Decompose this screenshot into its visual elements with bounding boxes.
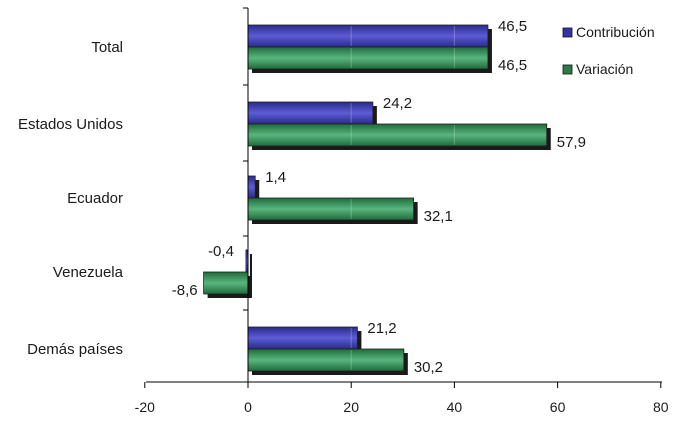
legend-label-contribucion: Contribución (576, 24, 655, 40)
bar-variacion-1 (247, 123, 548, 147)
x-tick-label: -20 (135, 399, 155, 415)
x-tick-label: 60 (550, 399, 566, 415)
x-tick-label: 40 (447, 399, 463, 415)
bar-contribucion-2 (247, 175, 256, 199)
bar-contribucion-4 (247, 326, 358, 350)
category-label: Demás países (27, 341, 123, 358)
data-label-contribucion-0: 46,5 (498, 18, 527, 35)
x-tick-label: 80 (653, 399, 669, 415)
category-label: Total (91, 39, 123, 56)
data-label-variacion-0: 46,5 (498, 57, 527, 74)
data-label-variacion-3: -8,6 (172, 282, 198, 299)
bar-variacion-3 (203, 271, 249, 295)
data-label-variacion-2: 32,1 (424, 208, 453, 225)
bar-contribucion-1 (247, 101, 374, 125)
bar-variacion-2 (247, 197, 415, 221)
legend-swatch-contribucion (562, 27, 573, 38)
data-label-contribucion-1: 24,2 (383, 95, 412, 112)
category-label: Venezuela (53, 264, 124, 281)
data-label-variacion-1: 57,9 (557, 134, 586, 151)
data-label-variacion-4: 30,2 (414, 359, 443, 376)
data-label-contribucion-2: 1,4 (265, 169, 286, 186)
legend-swatch-variacion (562, 64, 573, 75)
data-label-contribucion-3: -0,4 (208, 243, 234, 260)
bar-variacion-0 (247, 46, 489, 70)
bar-shadow (249, 254, 252, 276)
x-tick-label: 0 (244, 399, 252, 415)
bar-variacion-4 (247, 348, 405, 372)
category-label: Ecuador (67, 190, 123, 207)
data-label-contribucion-4: 21,2 (367, 320, 396, 337)
category-label: Estados Unidos (18, 116, 123, 133)
legend-label-variacion: Variación (576, 61, 633, 77)
x-tick-label: 20 (343, 399, 359, 415)
bar-contribucion-0 (247, 24, 489, 48)
